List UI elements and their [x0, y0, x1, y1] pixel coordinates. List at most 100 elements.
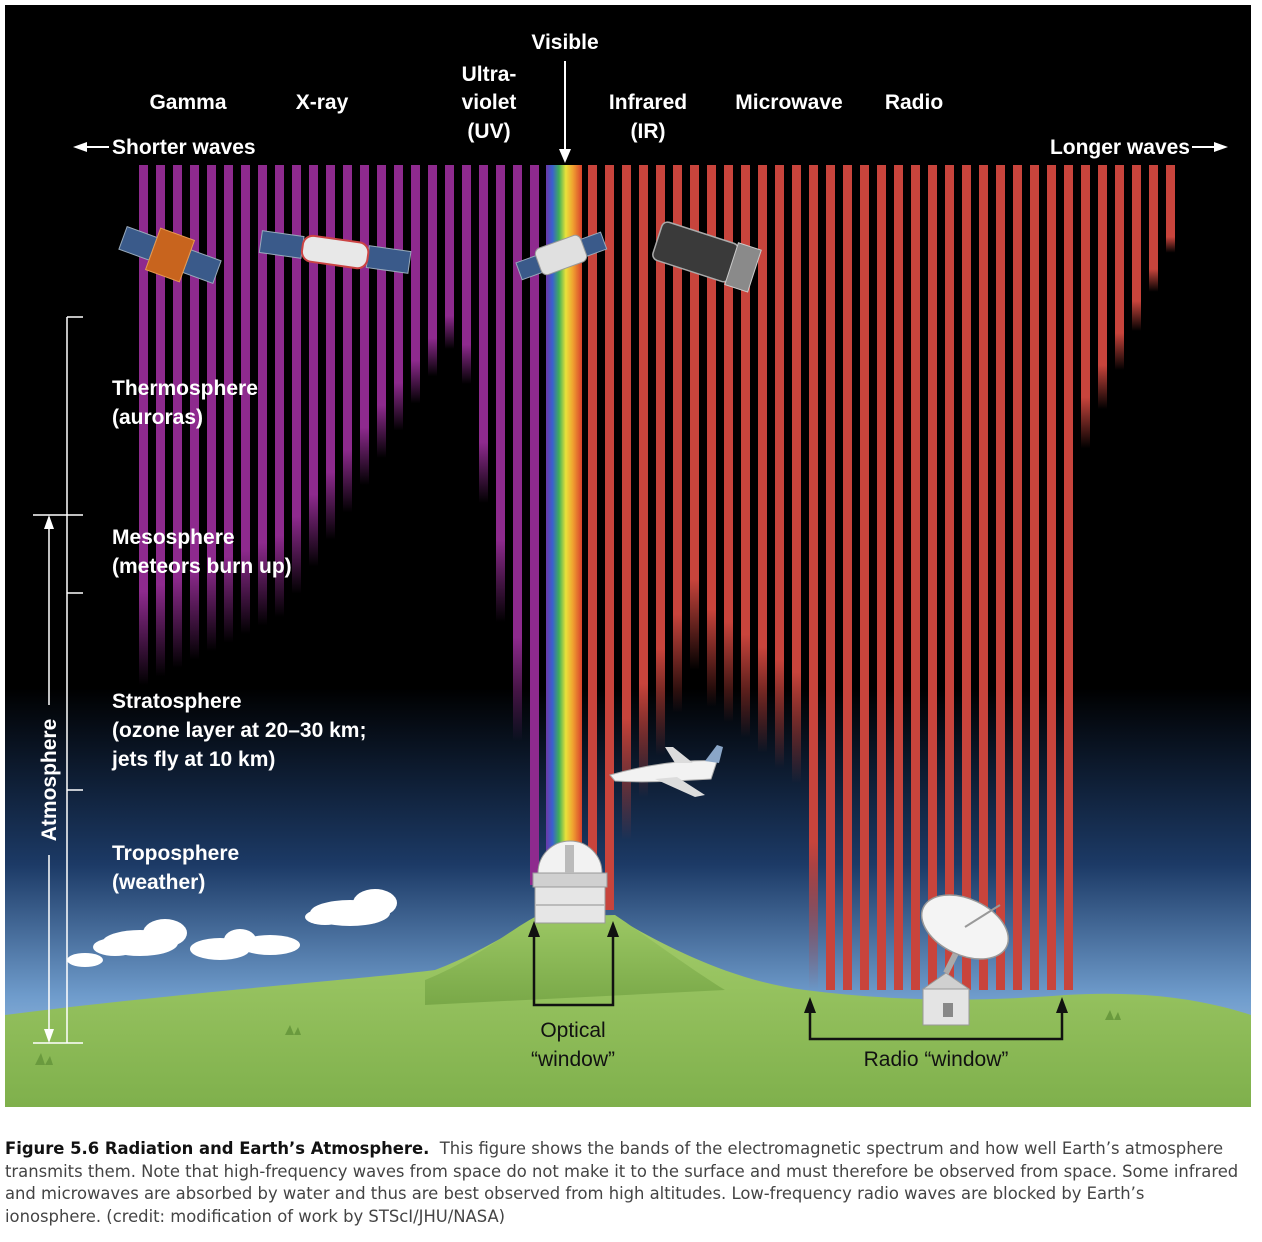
wave-stripe	[877, 165, 886, 990]
wave-stripe	[656, 165, 665, 755]
wave-stripe	[1013, 165, 1022, 990]
optical-arrow-right	[607, 921, 619, 937]
thermosphere-note: (auroras)	[112, 406, 203, 429]
stratosphere-title: Stratosphere	[112, 690, 242, 713]
band-uv-line2: violet	[462, 91, 517, 114]
wave-stripe	[758, 165, 767, 753]
wave-stripe	[275, 165, 284, 617]
figure-caption: Figure 5.6 Radiation and Earth’s Atmosph…	[5, 1138, 1245, 1228]
optical-arrow-left	[528, 921, 540, 937]
longer-waves-label: Longer waves	[1050, 136, 1190, 159]
wave-stripe	[741, 165, 750, 738]
wave-stripes	[139, 165, 1175, 990]
band-gamma: Gamma	[149, 91, 226, 114]
radio-arrow-right	[1056, 997, 1068, 1013]
wave-stripe	[173, 165, 182, 668]
troposphere-note: (weather)	[112, 871, 205, 894]
band-visible: Visible	[531, 31, 598, 54]
wave-stripe	[309, 165, 318, 567]
band-uv-line3: (UV)	[467, 120, 510, 143]
mesosphere-title: Mesosphere	[112, 526, 235, 549]
wave-stripe	[962, 165, 971, 990]
wave-stripe	[894, 165, 903, 990]
mountain	[425, 915, 725, 1005]
wave-stripe	[826, 165, 835, 990]
layer-labels: Thermosphere (auroras) Mesosphere (meteo…	[111, 377, 366, 894]
wave-stripe	[513, 165, 522, 741]
wave-stripe	[241, 165, 250, 634]
radio-arrow-left	[804, 997, 816, 1013]
wave-stripe	[945, 165, 954, 990]
caption-body: This figure shows the bands of the elect…	[5, 1139, 1239, 1226]
gamma-satellite	[118, 225, 222, 285]
wave-stripe	[394, 165, 403, 431]
wave-stripe	[139, 165, 148, 685]
shorter-waves: Shorter waves	[73, 136, 256, 159]
wave-stripe	[530, 165, 539, 885]
wave-stripe	[588, 165, 597, 910]
wave-stripe	[605, 165, 614, 910]
band-microwave: Microwave	[735, 91, 842, 114]
visible-band	[546, 165, 582, 885]
radio-window-label: Radio “window”	[864, 1048, 1009, 1071]
wave-stripe	[622, 165, 631, 840]
wave-stripe	[911, 165, 920, 990]
wave-stripe	[996, 165, 1005, 990]
longer-waves: Longer waves	[1050, 136, 1228, 159]
wave-stripe	[724, 165, 733, 723]
xray-satellite	[258, 230, 412, 274]
wave-stripe	[445, 165, 454, 349]
wave-stripe	[1132, 165, 1141, 331]
wave-stripe	[1115, 165, 1124, 370]
wave-stripe	[1047, 165, 1056, 990]
wave-stripe	[1166, 165, 1175, 253]
band-ir-line2: (IR)	[631, 120, 666, 143]
wave-stripe	[1098, 165, 1107, 410]
clouds	[67, 889, 397, 967]
wave-stripe	[979, 165, 988, 990]
wave-stripe	[156, 165, 165, 677]
thermosphere-title: Thermosphere	[112, 377, 258, 400]
wave-stripe	[1064, 165, 1073, 990]
wave-stripe	[462, 165, 471, 384]
wave-stripe	[190, 165, 199, 660]
band-labels: Gamma X-ray Ultra- violet (UV) Visible I…	[149, 31, 943, 143]
wave-stripe	[224, 165, 233, 643]
wave-stripe	[479, 165, 488, 503]
wave-stripe	[1030, 165, 1039, 990]
atmosphere-arrow-up	[44, 515, 54, 529]
band-ir-line1: Infrared	[609, 91, 687, 114]
optical-observatory	[532, 840, 608, 924]
troposphere-title: Troposphere	[112, 842, 239, 865]
wave-stripe	[792, 165, 801, 784]
caption-title: Figure 5.6 Radiation and Earth’s Atmosph…	[5, 1139, 430, 1158]
wave-stripe	[673, 165, 682, 713]
optical-window-label-1: Optical	[540, 1019, 605, 1042]
atmosphere-spectrum-figure: Gamma X-ray Ultra- violet (UV) Visible I…	[5, 5, 1251, 1107]
wave-stripe	[377, 165, 386, 458]
shorter-waves-label: Shorter waves	[112, 136, 256, 159]
radio-window-arrows	[808, 1009, 1064, 1041]
wave-stripe	[258, 165, 267, 626]
ground	[5, 917, 1251, 1107]
band-radio: Radio	[885, 91, 943, 114]
wave-stripe	[411, 165, 420, 404]
stratosphere-note-1: (ozone layer at 20–30 km;	[112, 719, 366, 742]
wave-stripe	[809, 165, 818, 990]
wave-stripe	[860, 165, 869, 990]
stratosphere-note-2: jets fly at 10 km)	[111, 748, 275, 771]
atmosphere-label: Atmosphere	[38, 719, 61, 842]
wave-stripe	[639, 165, 648, 798]
mesosphere-note: (meteors burn up)	[112, 555, 292, 578]
atmosphere-arrow-down	[44, 1029, 54, 1043]
band-xray: X-ray	[296, 91, 349, 114]
wave-stripe	[1081, 165, 1090, 449]
infrared-telescope	[652, 221, 762, 293]
uv-visible-telescope	[515, 231, 608, 281]
wave-stripe	[428, 165, 437, 377]
altitude-scale	[33, 316, 83, 1044]
radio-telescope	[920, 894, 1010, 1026]
band-uv-line1: Ultra-	[462, 63, 517, 86]
wave-stripe	[928, 165, 937, 990]
wave-stripe	[326, 165, 335, 540]
